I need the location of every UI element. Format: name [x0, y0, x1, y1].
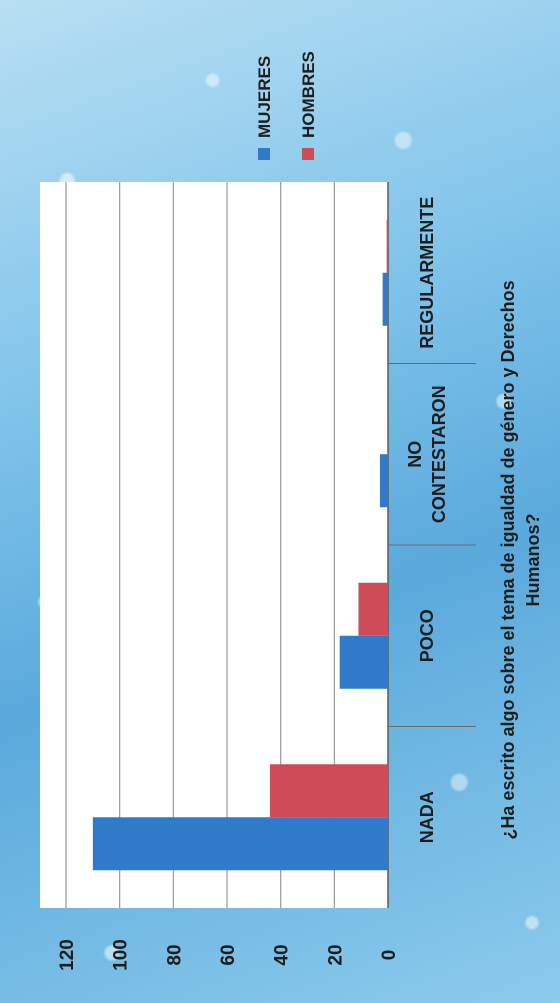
chart-title: Humanos?: [523, 513, 543, 606]
tick-label: 60: [218, 944, 239, 965]
category-label: POCO: [417, 609, 437, 662]
bar-hombres-0: [269, 764, 388, 818]
tick-label: 120: [57, 939, 78, 971]
bar-mujeres-0: [92, 817, 388, 871]
tick-label: 0: [379, 950, 400, 961]
legend-label: MUJERES: [255, 56, 274, 138]
category-label: CONTESTARON: [429, 385, 449, 523]
bar-hombres-3: [386, 219, 388, 273]
tick-label: 80: [164, 944, 185, 965]
tick-label: 100: [111, 939, 132, 971]
category-label: REGULARMENTE: [417, 197, 437, 349]
bar-mujeres-2: [379, 454, 388, 508]
legend-swatch: [258, 148, 270, 160]
tick-label: 20: [325, 944, 346, 965]
legend-label: HOMBRES: [299, 51, 318, 138]
legend-swatch: [302, 148, 314, 160]
tick-label: 40: [272, 944, 293, 965]
category-label: NO: [405, 441, 425, 468]
bar-mujeres-3: [382, 272, 388, 326]
category-label: NADA: [417, 791, 437, 843]
bar-hombres-1: [358, 582, 388, 636]
bar-mujeres-1: [339, 635, 388, 689]
chart-title: ¿Ha escrito algo sobre el tema de iguald…: [498, 280, 518, 839]
